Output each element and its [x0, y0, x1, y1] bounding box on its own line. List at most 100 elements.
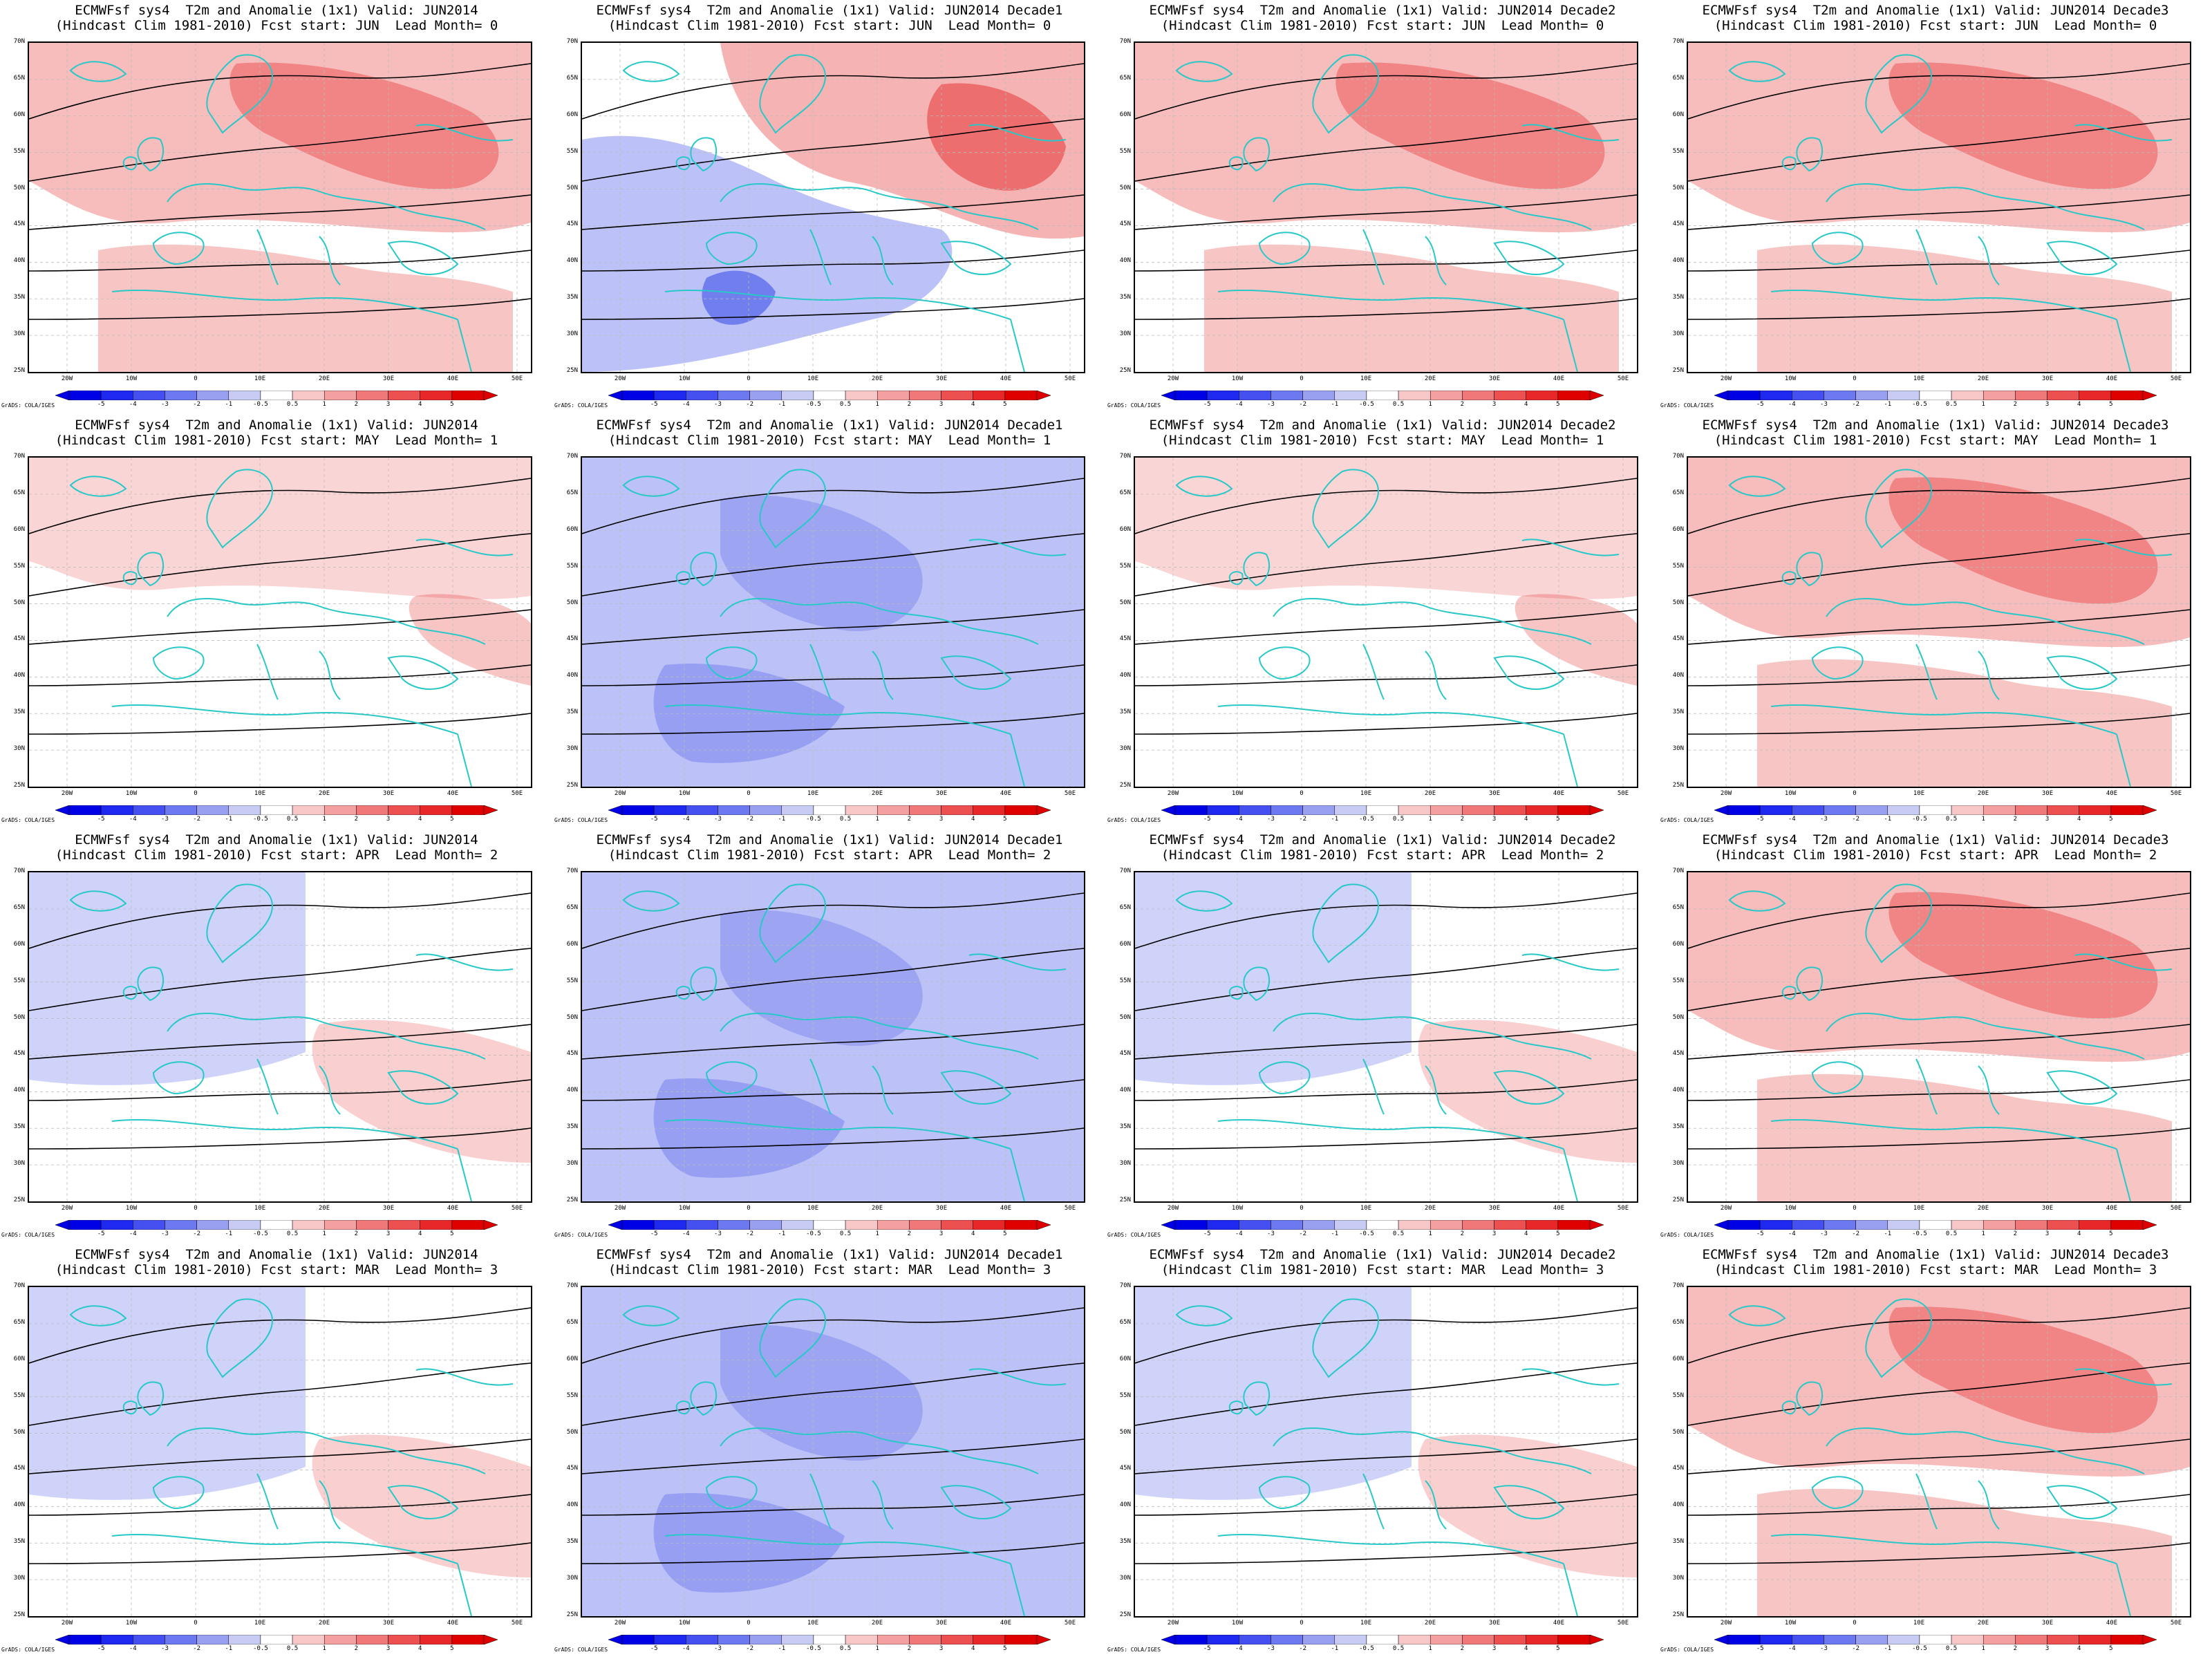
- panel-title: ECMWFsf sys4 T2m and Anomalie (1x1) Vali…: [0, 832, 553, 863]
- lon-label: 40E: [447, 790, 459, 797]
- coastline: [1228, 571, 1244, 585]
- coastline: [111, 1534, 458, 1564]
- temperature-contour: [1135, 1079, 1637, 1101]
- map-canvas: [29, 872, 531, 1201]
- colorbar-label: 1: [322, 1645, 326, 1652]
- colorbar-swatch: [356, 805, 388, 816]
- colorbar-swatch: [196, 1634, 229, 1645]
- colorbar-max-arrow: [1036, 1634, 1051, 1645]
- lat-label: 60N: [13, 940, 25, 948]
- lon-label: 30E: [2041, 1205, 2054, 1212]
- coastline: [1781, 1400, 1797, 1415]
- coastline: [968, 953, 1067, 971]
- lon-label: 10E: [807, 375, 819, 382]
- colorbar-label: 1: [875, 401, 879, 408]
- panel-title-line2: (Hindcast Clim 1981-2010) Fcst start: MA…: [1161, 433, 1604, 448]
- anomaly-shading: [98, 244, 513, 372]
- colorbar-max-arrow: [1036, 390, 1051, 401]
- colorbar-label: 0.5: [286, 1645, 299, 1652]
- lat-label: 65N: [566, 903, 578, 911]
- colorbar-swatch: [100, 1634, 133, 1645]
- coastline: [206, 883, 273, 964]
- colorbar-swatch: [1462, 390, 1494, 401]
- coastline: [167, 1427, 486, 1474]
- colorbar-swatch: [686, 390, 718, 401]
- colorbar-label: 1: [1981, 401, 1985, 408]
- lat-label: 25N: [1672, 367, 1684, 374]
- coastline: [872, 236, 894, 285]
- map-canvas: [1688, 458, 2190, 787]
- lat-label: 25N: [13, 782, 25, 789]
- coastline: [675, 571, 691, 585]
- colorbar-swatch: [1004, 1219, 1038, 1230]
- lat-label: 55N: [566, 562, 578, 570]
- colorbar-label: -4: [1788, 816, 1796, 823]
- colorbar-swatch: [2079, 1219, 2112, 1230]
- colorbar-svg: [1161, 805, 1604, 816]
- colorbar-label: 1: [1428, 401, 1432, 408]
- colorbar-swatch: [941, 805, 973, 816]
- coastline: [1493, 655, 1565, 690]
- coastline: [675, 1400, 691, 1415]
- lon-label: 30E: [2041, 375, 2054, 382]
- colorbar-label: -4: [129, 1230, 137, 1237]
- lat-label: 45N: [1119, 1050, 1131, 1058]
- lat-label: 25N: [1119, 1197, 1131, 1203]
- grads-credit: GrADS: COLA/IGES: [1107, 402, 1161, 409]
- coastline: [319, 1480, 341, 1530]
- temperature-contour: [582, 250, 1084, 272]
- lon-label: 30E: [935, 790, 948, 797]
- colorbar-swatch: [1792, 1219, 1824, 1230]
- anomaly-map: [28, 41, 532, 373]
- colorbar-swatch: [1462, 1219, 1494, 1230]
- panel-title-line1: ECMWFsf sys4 T2m and Anomalie (1x1) Vali…: [1149, 832, 1616, 847]
- lat-label: 40N: [1119, 1501, 1131, 1509]
- lat-label: 40N: [1672, 257, 1684, 265]
- colorbar-label: 4: [1524, 816, 1528, 823]
- anomaly-shading: [29, 458, 531, 599]
- coastline: [1258, 1476, 1311, 1510]
- temperature-contour: [582, 892, 1084, 949]
- colorbar: [1714, 1634, 2157, 1645]
- colorbar: [55, 805, 498, 816]
- coastline: [1826, 598, 2145, 645]
- lon-label: 10W: [1784, 790, 1797, 797]
- temperature-contour: [582, 1494, 1084, 1516]
- colorbar-label: -3: [714, 1645, 722, 1652]
- anomaly-map: [28, 456, 532, 788]
- lon-label: 20W: [614, 1205, 626, 1212]
- coastline: [415, 538, 514, 556]
- colorbar-swatch: [1206, 1219, 1239, 1230]
- coastline: [720, 598, 1039, 645]
- map-canvas: [582, 1287, 1084, 1616]
- colorbar-label: 4: [418, 401, 422, 408]
- coastline: [1796, 1381, 1823, 1416]
- grads-credit: GrADS: COLA/IGES: [554, 1647, 608, 1653]
- coastline: [1425, 236, 1447, 285]
- panel-title: ECMWFsf sys4 T2m and Anomalie (1x1) Vali…: [1106, 832, 1659, 863]
- lat-label: 40N: [1119, 257, 1131, 265]
- temperature-contour: [29, 1024, 531, 1060]
- colorbar-swatch: [1919, 1219, 1952, 1230]
- colorbar-swatch: [1366, 1219, 1399, 1230]
- lon-label: 10W: [1231, 1620, 1244, 1627]
- colorbar-max-arrow: [483, 390, 498, 401]
- lat-label: 50N: [566, 1013, 578, 1021]
- colorbar: [55, 1219, 498, 1230]
- coastline: [705, 646, 758, 680]
- colorbar-label: 3: [939, 816, 944, 823]
- lon-label: 50E: [1064, 1205, 1076, 1212]
- temperature-contour: [1688, 1362, 2190, 1426]
- map-canvas: [1688, 1287, 2190, 1616]
- coastline: [167, 598, 486, 645]
- colorbar-swatch: [451, 1219, 485, 1230]
- colorbar-swatch: [1855, 1219, 1888, 1230]
- lat-label: 60N: [1119, 1355, 1131, 1362]
- lon-label: 10E: [1913, 790, 1925, 797]
- coastline: [1010, 319, 1025, 372]
- coastline: [1915, 644, 1938, 700]
- lat-label: 25N: [1119, 782, 1131, 789]
- colorbar: [1714, 390, 2157, 401]
- colorbar-swatch: [1557, 1219, 1591, 1230]
- lon-label: 0: [194, 375, 198, 382]
